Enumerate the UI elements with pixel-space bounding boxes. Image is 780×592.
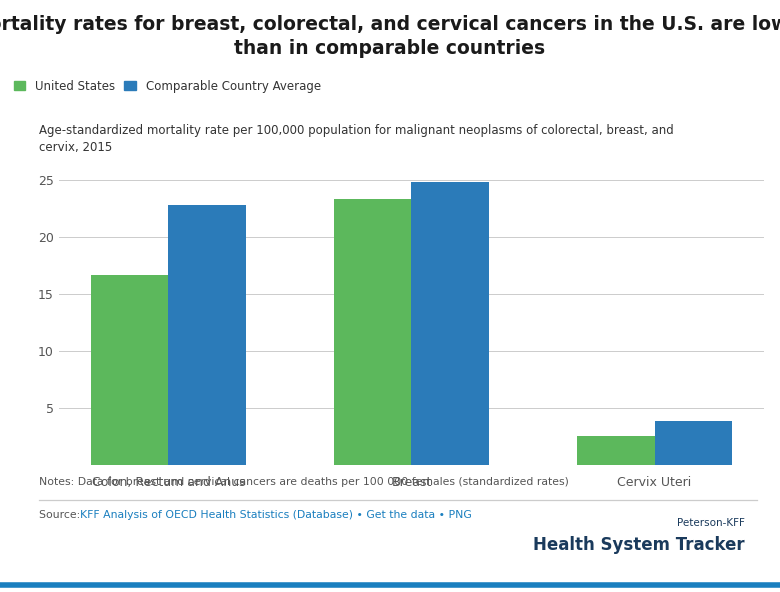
Bar	[334, 199, 412, 465]
Text: KFF Analysis of OECD Health Statistics (Database) • Get the data • PNG: KFF Analysis of OECD Health Statistics (…	[80, 510, 471, 520]
Text: Mortality rates for breast, colorectal, and cervical cancers in the U.S. are low: Mortality rates for breast, colorectal, …	[0, 15, 780, 58]
Bar	[654, 422, 732, 465]
Text: Source:: Source:	[39, 510, 83, 520]
Text: Age-standardized mortality rate per 100,000 population for malignant neoplasms o: Age-standardized mortality rate per 100,…	[39, 124, 674, 155]
Bar	[168, 205, 246, 465]
Legend: United States, Comparable Country Average: United States, Comparable Country Averag…	[13, 80, 321, 93]
Bar	[412, 182, 489, 465]
Text: Peterson-KFF: Peterson-KFF	[677, 518, 745, 528]
Bar	[576, 436, 654, 465]
Bar	[90, 275, 168, 465]
Text: Notes: Data for breast and cervical cancers are deaths per 100 000 females (stan: Notes: Data for breast and cervical canc…	[39, 477, 569, 487]
Text: Health System Tracker: Health System Tracker	[534, 536, 745, 554]
